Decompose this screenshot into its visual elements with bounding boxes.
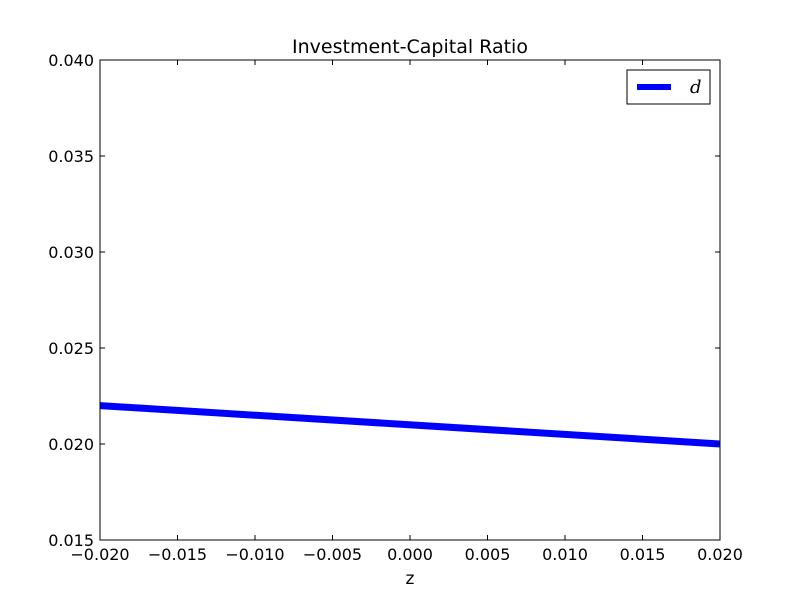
- plot-frame: [99, 59, 721, 541]
- ticks-layer: −0.020 −0.015 −0.010 −0.005 0.000 0.005 0.010 0…: [48, 51, 743, 564]
- x-tick-label: 0.010: [542, 545, 588, 564]
- legend: d: [626, 69, 711, 105]
- series-line-d: [99, 402, 721, 448]
- y-tick-label: 0.020: [48, 435, 94, 454]
- y-tick-label: 0.040: [48, 51, 94, 70]
- series-layer: [99, 402, 721, 448]
- chart-title: Investment-Capital Ratio: [292, 36, 528, 58]
- x-tick-label: 0.015: [620, 545, 666, 564]
- y-tick-label: 0.035: [48, 147, 94, 166]
- y-tick-label: 0.025: [48, 339, 94, 358]
- x-tick-label: −0.020: [70, 545, 129, 564]
- y-tick-label: 0.030: [48, 243, 94, 262]
- x-axis-label: z: [406, 569, 415, 589]
- y-tick-label: 0.015: [48, 531, 94, 550]
- legend-label: d: [690, 77, 702, 98]
- x-tick-label: −0.010: [225, 545, 284, 564]
- plot-area: [100, 60, 720, 540]
- x-tick-label: 0.020: [697, 545, 743, 564]
- x-tick-label: 0.005: [465, 545, 511, 564]
- x-tick-label: 0.000: [387, 545, 433, 564]
- x-tick-label: −0.015: [148, 545, 207, 564]
- x-tick-label: −0.005: [303, 545, 362, 564]
